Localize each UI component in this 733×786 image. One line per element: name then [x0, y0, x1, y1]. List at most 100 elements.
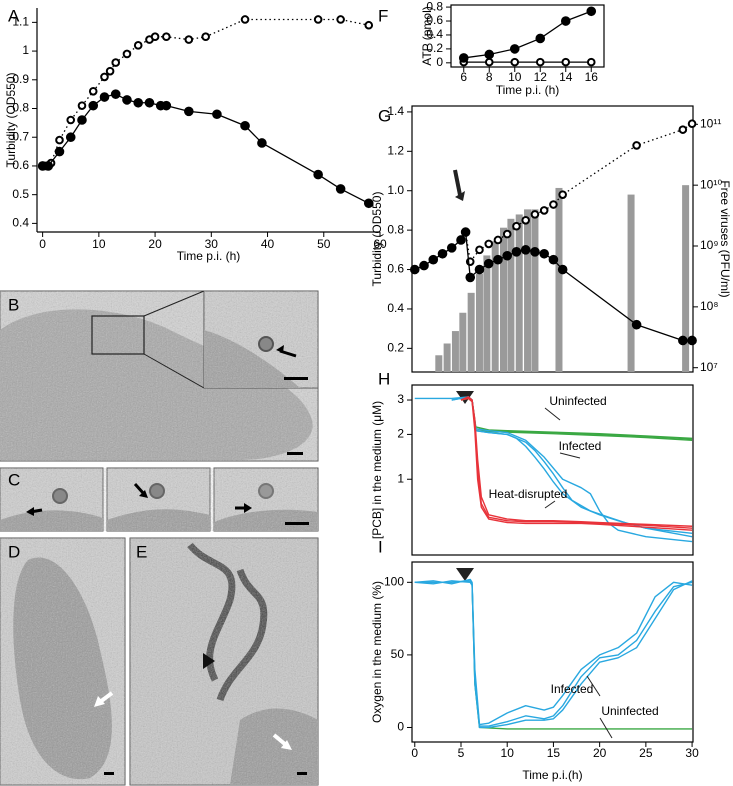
annotation: Infected [551, 682, 594, 696]
y-tick-label: 0.5 [12, 187, 29, 201]
filled-marker [586, 6, 597, 17]
bar [475, 273, 483, 372]
bar [524, 209, 532, 372]
open-marker [558, 190, 567, 199]
open-marker [313, 15, 323, 24]
y-tick-label: 3 [397, 392, 404, 406]
x-tick-label: 5 [458, 746, 465, 760]
annotation: Uninfected [601, 704, 658, 718]
panel-letter: A [8, 6, 20, 25]
micrograph-e: E [129, 537, 319, 786]
x-tick-label: 25 [639, 746, 653, 760]
y2-tick-label: 10⁷ [700, 360, 718, 374]
y-tick-label: 0.9 [12, 72, 29, 86]
series-line [414, 578, 693, 726]
charts: 0.40.50.60.70.80.911.10 10 20 30 40 50 60Time … [4, 0, 732, 782]
panel-letter: F [378, 6, 388, 25]
filled-marker [509, 44, 520, 54]
open-marker [55, 135, 64, 145]
y2-tick-label: 10¹¹ [700, 116, 721, 130]
panel-letter: B [8, 295, 19, 314]
y-tick-label: 0.4 [426, 27, 443, 41]
filled-marker [493, 254, 503, 265]
filled-marker [77, 115, 87, 125]
x-tick-label: 15 [547, 746, 561, 760]
filled-marker [313, 169, 323, 180]
open-marker [493, 235, 503, 245]
open-marker [502, 229, 512, 239]
x-tick-label: 40 [261, 237, 275, 251]
y2-tick-label: 10¹⁰ [700, 177, 722, 191]
filled-marker [184, 106, 194, 117]
y-tick-label: 0.7 [12, 129, 29, 143]
open-marker [484, 239, 494, 249]
filled-marker [678, 335, 688, 346]
panel-letter: G [378, 106, 391, 125]
bar [627, 194, 635, 372]
panel: 0.4 0.5 0.6 0.7 0.8 0.9 1 1.1 0 10 20 30 40 50 60 Time … [4, 6, 387, 263]
y-tick-label: 0.2 [426, 41, 443, 55]
bar [435, 355, 443, 372]
series-line [460, 397, 693, 531]
panel-letter: D [8, 542, 20, 561]
bar [500, 227, 508, 372]
open-marker [336, 15, 345, 24]
open-marker [530, 210, 540, 219]
x-tick-label: 10 [508, 70, 522, 84]
open-marker [133, 41, 143, 50]
x-tick-label: 12 [534, 70, 548, 84]
bar [555, 187, 563, 372]
filled-marker [212, 109, 222, 120]
bar [507, 218, 515, 372]
y-tick-label: 0.4 [12, 216, 29, 230]
y-tick-label: 0.6 [426, 13, 443, 27]
y-tick-label: 50 [391, 647, 405, 661]
series-line [460, 396, 693, 527]
bar [467, 292, 475, 372]
filled-marker [437, 248, 448, 259]
filled-marker [88, 100, 99, 111]
x-axis-label: Time p.i. (h) [177, 249, 241, 263]
filled-marker [363, 198, 374, 209]
x-tick-label: 30 [205, 237, 219, 251]
filled-marker [54, 146, 65, 157]
x-tick-label: 20 [593, 746, 607, 760]
open-marker [122, 49, 132, 59]
filled-marker [458, 53, 469, 63]
x-tick-label: 6 [460, 70, 467, 84]
panel: 00.20.40.60.8 6 8 10 12 14 16 Time p.i. (h) ATP … [378, 0, 605, 97]
x-tick-label: 8 [486, 70, 493, 84]
filled-marker [419, 260, 429, 271]
filled-marker [456, 235, 466, 245]
panel: 1 2 3 [PCB] in the medium (μM) H Uninfected In… [370, 369, 694, 556]
y-tick-label: 1.1 [12, 15, 29, 29]
panel-letter: E [136, 542, 147, 561]
y-axis-label: ATP (pmol) [420, 6, 434, 66]
open-marker [66, 115, 76, 125]
y-tick-label: 0.8 [426, 0, 443, 13]
annotation-arrow [599, 717, 613, 739]
x-tick-label: 14 [559, 70, 573, 84]
series-line [414, 396, 693, 535]
open-marker [88, 86, 98, 96]
filled-marker [409, 264, 420, 275]
y-tick-label: 0.8 [12, 101, 29, 115]
x-tick-label: 0 [411, 746, 418, 760]
filled-marker [161, 100, 172, 111]
open-marker [240, 15, 250, 24]
y-tick-label: 100 [384, 574, 404, 588]
series-line [414, 580, 693, 727]
filled-marker [535, 33, 546, 44]
bar [682, 185, 690, 372]
filled-marker [530, 247, 540, 257]
filled-marker [474, 264, 485, 275]
open-marker [201, 32, 210, 42]
annotation-arrow [586, 675, 601, 697]
y2-tick-label: 10⁹ [700, 238, 719, 252]
infection-arrow-head [455, 191, 465, 201]
plot-frame [411, 384, 694, 556]
annotation-arrow [544, 407, 561, 421]
x-axis-label: Time p.i. (h) [496, 83, 560, 97]
y-tick-label: 0.4 [387, 301, 404, 315]
